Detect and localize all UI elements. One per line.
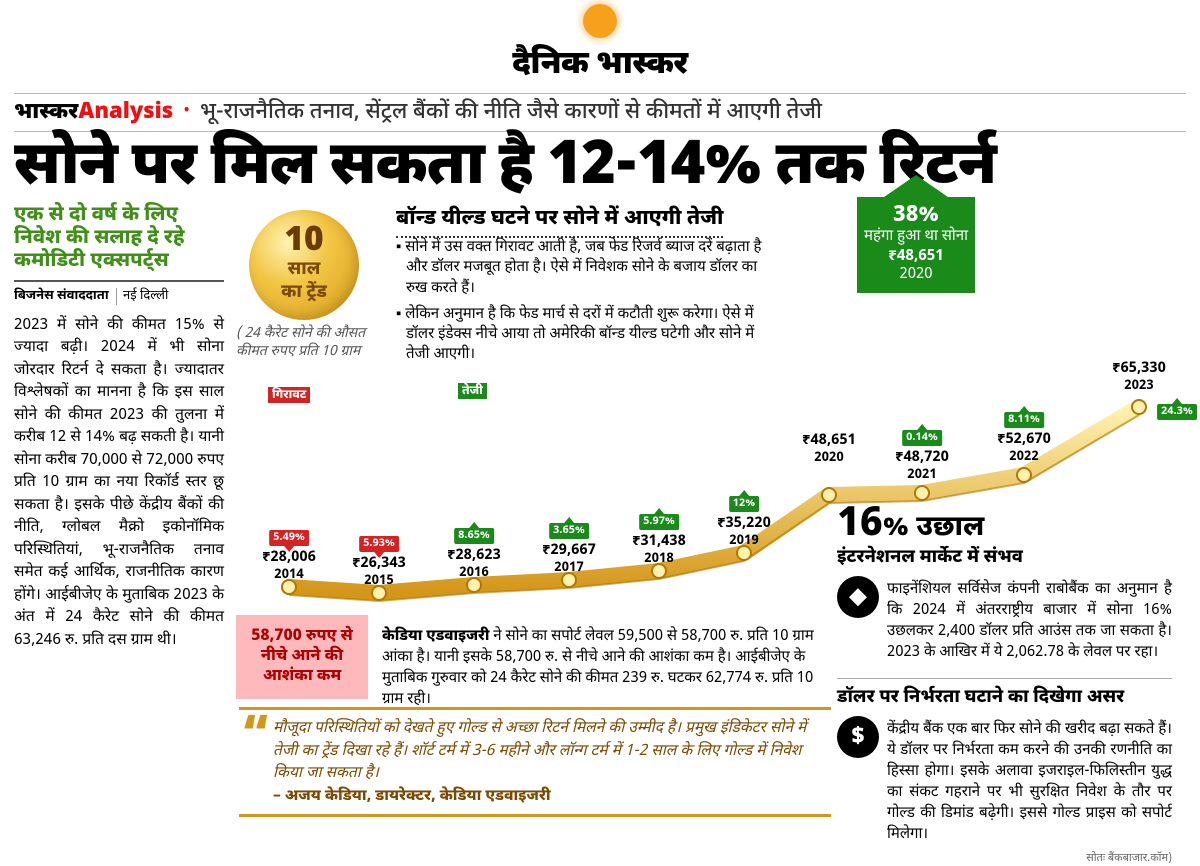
chart-point-label: 0.14%₹48,7202021 xyxy=(895,429,949,484)
callout-amount: ₹48,651 xyxy=(861,249,971,267)
chart-title: बॉन्ड यील्ड घटने पर सोने में आएगी तेजी xyxy=(396,205,723,238)
left-body: 2023 में सोने की कीमत 15% से ज्यादा बढ़ी… xyxy=(14,315,224,652)
left-column: एक से दो वर्ष के लिए निवेश की सलाह दे रह… xyxy=(14,205,224,652)
right-header-2: डॉलर पर निर्भरता घटाने का दिखेगा असर xyxy=(837,678,1172,710)
callout-38pct: 38% महंगा हुआ था सोना ₹48,651 2020 xyxy=(857,197,975,293)
section-kicker: भू-राजनैतिक तनाव, सेंट्रल बैंकों की नीति… xyxy=(200,98,822,127)
right-block-1: ◆ फाइनेंशियल सर्विसेज कंपनी राबोबैंक का … xyxy=(837,576,1172,664)
left-subhead: एक से दो वर्ष के लिए निवेश की सलाह दे रह… xyxy=(14,205,224,282)
gold-bars-icon: ◆ xyxy=(837,576,879,618)
page-body: एक से दो वर्ष के लिए निवेश की सलाह दे रह… xyxy=(14,205,1186,845)
right-pct-suffix: % उछाल xyxy=(883,511,984,547)
headline: सोने पर मिल सकता है 12-14% तक रिटर्न xyxy=(0,132,1200,205)
callout-pct: 38% xyxy=(861,203,971,229)
support-para: केडिया एडवाइजरी ने सोने का सपोर्ट लेवल 5… xyxy=(382,627,832,711)
support-bold: केडिया एडवाइजरी xyxy=(382,628,489,647)
chart-point-label: ₹65,3302023 xyxy=(1112,359,1166,395)
chart-point-label: 5.97%₹31,4382018 xyxy=(632,513,686,568)
sun-icon xyxy=(583,4,617,38)
right-body-1: फाइनेंशियल सर्विसेज कंपनी राबोबैंक का अन… xyxy=(887,580,1172,664)
callout-year: 2020 xyxy=(861,267,971,285)
pink-highlight-box: 58,700 रुपए से नीचे आने की आशंका कम xyxy=(236,615,368,699)
chart-point-label: 12%₹35,2202019 xyxy=(717,495,771,550)
right-body-2: केंद्रीय बैंक एक बार फिर सोने की खरीद बढ… xyxy=(887,720,1172,846)
masthead: दैनिक भास्कर xyxy=(0,0,1200,87)
byline-city: नई दिल्ली xyxy=(116,288,168,305)
newspaper-name: दैनिक भास्कर xyxy=(0,45,1200,87)
section-label: भास्करAnalysis xyxy=(14,98,173,127)
chart-bullets: सोने में उस वक्त गिरावट आती है, जब फेड र… xyxy=(396,239,766,373)
bullet-icon: • xyxy=(183,101,190,124)
byline: बिजनेस संवाददाता नई दिल्ली xyxy=(14,288,224,305)
chart-point-label: 5.93%₹26,3432015 xyxy=(352,535,406,590)
right-subtitle: इंटरनेशनल मार्केट में संभव xyxy=(837,547,1172,570)
right-title: 16% उछाल xyxy=(837,505,1172,547)
section-bar: भास्करAnalysis • भू-राजनैतिक तनाव, सेंट्… xyxy=(14,93,1186,132)
quote-attribution: – अजय केडिया, डायरेक्टर, केडिया एडवाइजरी xyxy=(273,787,551,807)
right-pct-num: 16 xyxy=(837,500,883,552)
byline-role: बिजनेस संवाददाता xyxy=(14,288,109,305)
chart-point-label: 5.49%₹28,0062014 xyxy=(262,529,316,584)
chart-point-label: 8.65%₹28,6232016 xyxy=(447,527,501,582)
callout-line: महंगा हुआ था सोना xyxy=(861,229,971,247)
chart-bullet: सोने में उस वक्त गिरावट आती है, जब फेड र… xyxy=(396,239,766,300)
source-credit: सोतः बैंकबाजार.कॉम) xyxy=(837,852,1172,866)
chart-point-label: ₹48,6512020 xyxy=(802,431,856,467)
right-block-2: डॉलर पर निर्भरता घटाने का दिखेगा असर $ क… xyxy=(837,678,1172,846)
quote-box: मौजूदा परिस्थितियों को देखते हुए गोल्ड स… xyxy=(239,707,831,817)
dollar-icon: $ xyxy=(837,716,879,758)
chart-point-label: 3.65%₹29,6672017 xyxy=(542,522,596,577)
chart-point-label: 8.11%₹52,6702022 xyxy=(997,411,1051,466)
right-column: 16% उछाल इंटरनेशनल मार्केट में संभव ◆ फा… xyxy=(837,505,1172,866)
quote-text: मौजूदा परिस्थितियों को देखते हुए गोल्ड स… xyxy=(273,719,806,784)
